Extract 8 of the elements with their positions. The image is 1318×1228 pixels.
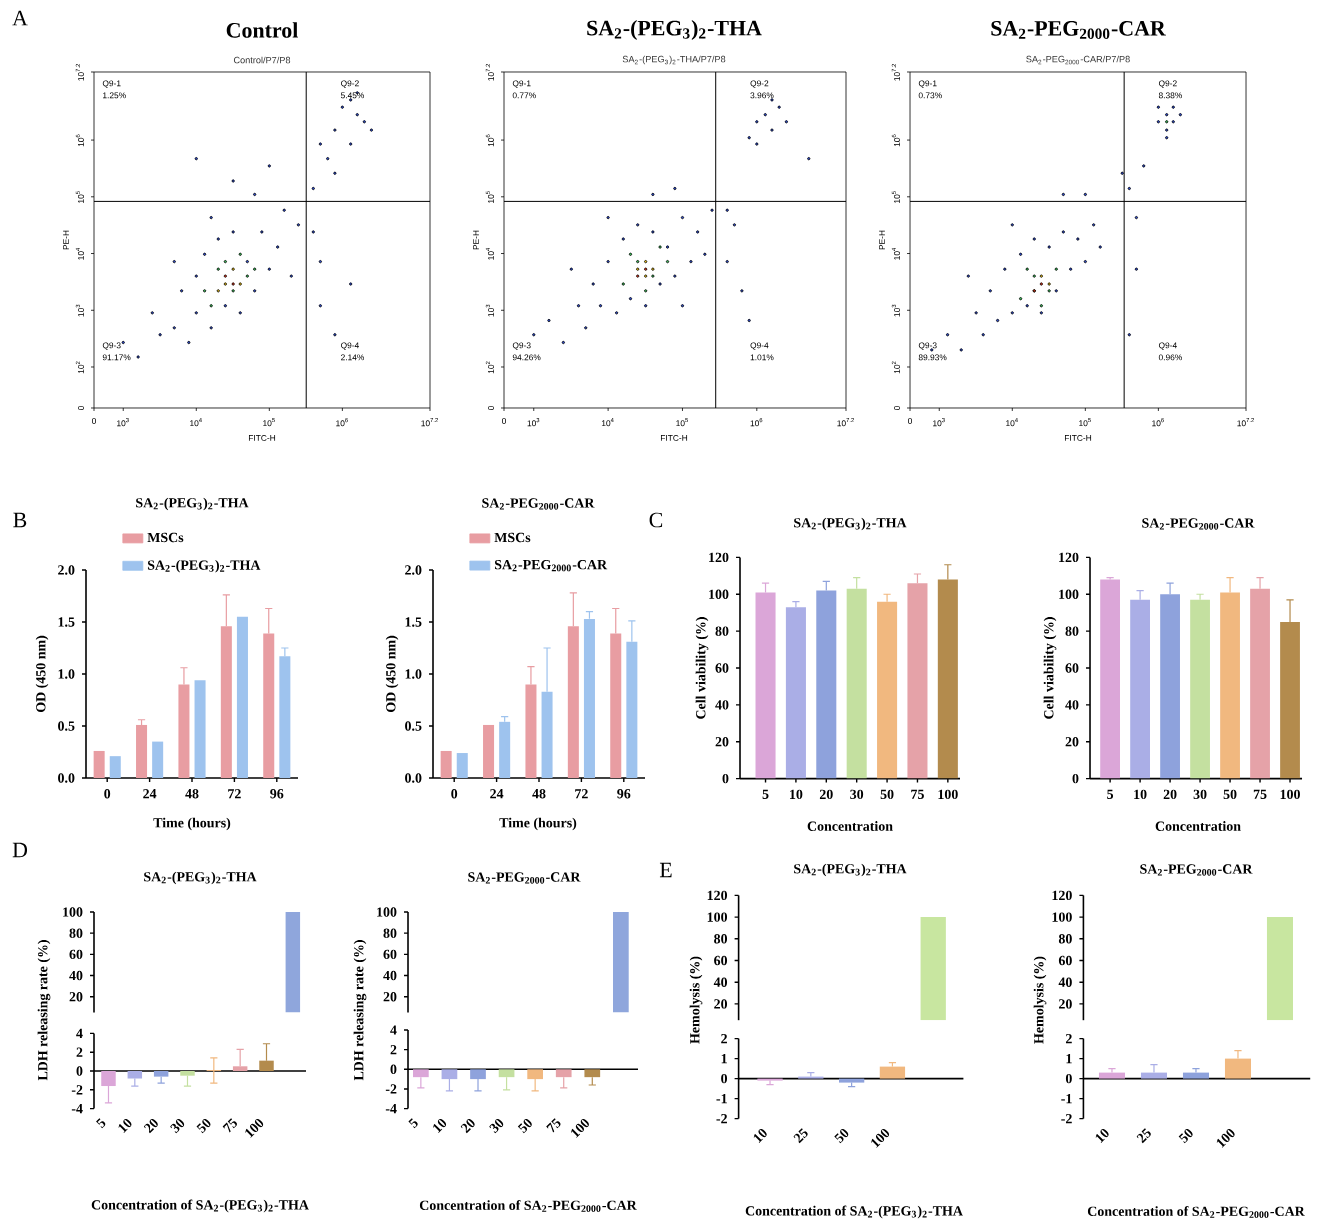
chart-title: Control	[226, 22, 298, 38]
chart-title: SA$_{2}$-PEG$_{2000}$-CAR	[991, 21, 1166, 39]
text: D	[12, 842, 28, 858]
text: A	[12, 10, 28, 26]
text: E	[659, 862, 672, 878]
text: C	[649, 512, 663, 528]
text: B	[13, 512, 27, 528]
chart-title: SA$_{2}$-(PEG$_{3}$)$_{2}$-THA	[587, 20, 762, 40]
